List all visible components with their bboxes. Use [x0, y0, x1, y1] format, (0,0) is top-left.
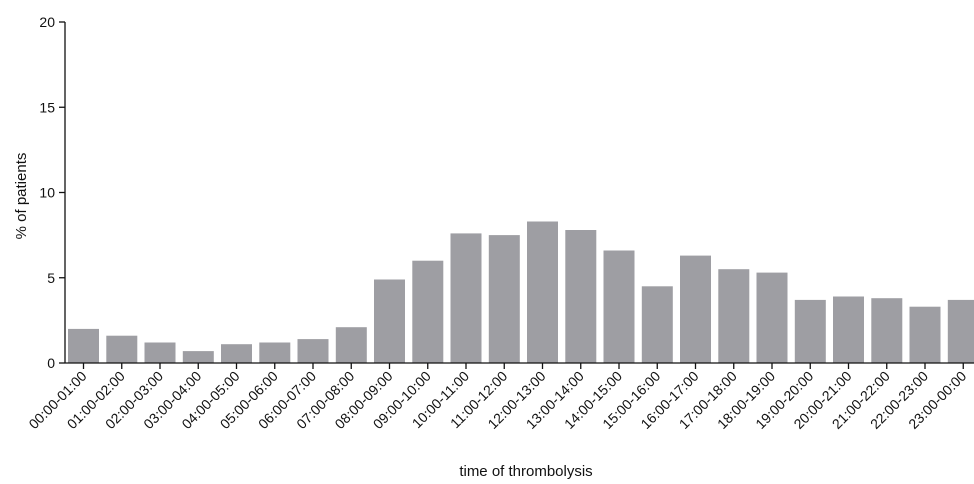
bar-22:00-23:00 — [909, 306, 941, 363]
y-tick-label: 10 — [39, 185, 55, 201]
bar-08:00-09:00 — [374, 279, 405, 363]
bar-18:00-19:00 — [756, 272, 788, 363]
bar-03:00-04:00 — [182, 351, 214, 363]
y-tick-label: 0 — [47, 355, 55, 371]
bar-13:00-14:00 — [565, 230, 597, 363]
bar-02:00-03:00 — [144, 342, 176, 363]
bar-14:00-15:00 — [603, 250, 635, 363]
bar-12:00-13:00 — [527, 221, 558, 363]
bar-20:00-21:00 — [833, 296, 864, 363]
y-axis: 0 5 10 15 20 — [39, 14, 65, 371]
bar-15:00-16:00 — [641, 286, 673, 363]
bars — [68, 221, 974, 363]
x-axis: 00:00-01:0001:00-02:0002:00-03:0003:00-0… — [25, 363, 970, 432]
bar-11:00-12:00 — [488, 235, 520, 363]
bar-05:00-06:00 — [259, 342, 291, 363]
x-axis-title: time of thrombolysis — [459, 463, 592, 480]
bar-06:00-07:00 — [297, 339, 329, 363]
bar-01:00-02:00 — [106, 335, 138, 363]
bar-19:00-20:00 — [794, 299, 826, 363]
y-tick-label: 15 — [39, 99, 55, 115]
bar-16:00-17:00 — [680, 255, 711, 363]
bar-00:00-01:00 — [68, 328, 99, 363]
bar-10:00-11:00 — [450, 233, 482, 363]
bar-23:00-00:00 — [947, 299, 974, 363]
y-axis-title: % of patients — [13, 153, 30, 240]
bar-17:00-18:00 — [718, 269, 750, 363]
bar-09:00-10:00 — [412, 260, 444, 363]
y-tick-label: 5 — [47, 270, 55, 286]
bar-07:00-08:00 — [335, 327, 367, 363]
bar-04:00-05:00 — [221, 344, 252, 363]
y-tick-label: 20 — [39, 14, 55, 30]
bar-21:00-22:00 — [871, 298, 903, 363]
